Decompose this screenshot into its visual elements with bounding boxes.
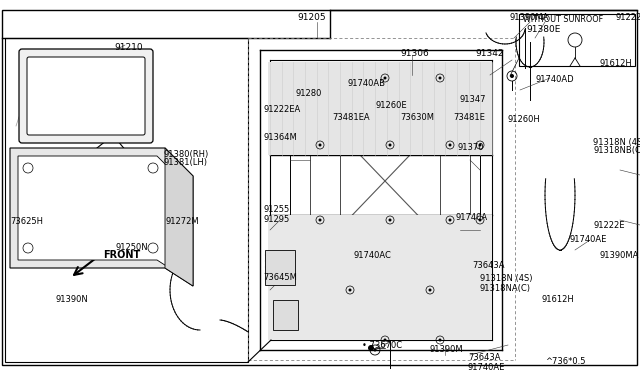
- Text: 91295: 91295: [263, 215, 289, 224]
- Circle shape: [429, 289, 431, 292]
- Text: 91380(RH): 91380(RH): [164, 150, 209, 158]
- Circle shape: [374, 349, 376, 352]
- Text: 91370: 91370: [458, 144, 484, 153]
- Circle shape: [349, 289, 351, 292]
- Circle shape: [479, 218, 481, 221]
- Text: 91222E: 91222E: [615, 13, 640, 22]
- Text: 91390M: 91390M: [430, 346, 463, 355]
- Text: 91740AE: 91740AE: [570, 235, 607, 244]
- Text: 91318N (4S): 91318N (4S): [480, 273, 532, 282]
- Text: 91740AC: 91740AC: [353, 250, 391, 260]
- Polygon shape: [165, 148, 193, 286]
- Text: FRONT: FRONT: [103, 250, 140, 260]
- Text: 91210: 91210: [114, 44, 143, 52]
- Text: 73630M: 73630M: [400, 113, 434, 122]
- Circle shape: [388, 144, 392, 147]
- Text: 91381(LH): 91381(LH): [164, 158, 208, 167]
- Text: 91222E: 91222E: [593, 221, 625, 230]
- FancyBboxPatch shape: [19, 49, 153, 143]
- Text: 73643A: 73643A: [468, 353, 500, 362]
- Polygon shape: [268, 215, 492, 340]
- Text: 91318N (4S): 91318N (4S): [593, 138, 640, 147]
- Text: 73481E: 73481E: [453, 113, 485, 122]
- Text: 91390N: 91390N: [55, 295, 88, 305]
- Circle shape: [449, 218, 451, 221]
- Circle shape: [383, 77, 387, 80]
- Circle shape: [388, 218, 392, 221]
- Text: 91390MA: 91390MA: [510, 13, 549, 22]
- Text: 91347: 91347: [460, 96, 486, 105]
- Bar: [265, 250, 295, 285]
- Text: 91380E: 91380E: [527, 26, 561, 35]
- Circle shape: [368, 345, 374, 351]
- Circle shape: [449, 144, 451, 147]
- Text: 91612H: 91612H: [600, 60, 633, 68]
- Text: 91390MA: 91390MA: [600, 250, 639, 260]
- Text: ^736*0.5: ^736*0.5: [545, 357, 586, 366]
- Text: 73481EA: 73481EA: [332, 113, 370, 122]
- Text: 91740AD: 91740AD: [535, 76, 573, 84]
- Text: 73625H: 73625H: [10, 218, 43, 227]
- Text: 91306: 91306: [400, 49, 429, 58]
- Bar: [5, 38, 248, 362]
- Text: 91260H: 91260H: [508, 115, 541, 125]
- Text: 91250N: 91250N: [115, 243, 148, 251]
- Circle shape: [438, 77, 442, 80]
- FancyBboxPatch shape: [27, 57, 145, 135]
- Circle shape: [479, 144, 481, 147]
- Polygon shape: [268, 62, 492, 155]
- Polygon shape: [18, 156, 185, 278]
- Text: • 73670C: • 73670C: [362, 340, 402, 350]
- Text: WITHOUT SUNROOF: WITHOUT SUNROOF: [523, 16, 603, 25]
- Polygon shape: [10, 148, 193, 286]
- Text: 91740A: 91740A: [455, 214, 487, 222]
- Bar: [273, 300, 298, 330]
- Circle shape: [383, 339, 387, 341]
- Text: 91318NB(C): 91318NB(C): [593, 147, 640, 155]
- Text: 91280: 91280: [295, 89, 321, 97]
- Circle shape: [319, 144, 321, 147]
- Text: 91260E: 91260E: [375, 100, 406, 109]
- Circle shape: [319, 218, 321, 221]
- Text: 91612H: 91612H: [542, 295, 575, 305]
- Text: 73643A: 73643A: [472, 260, 504, 269]
- Text: 91740AE: 91740AE: [468, 363, 506, 372]
- Text: 91318NA(C): 91318NA(C): [480, 283, 531, 292]
- Text: 73645M: 73645M: [263, 273, 297, 282]
- Text: 91342: 91342: [475, 49, 504, 58]
- Circle shape: [510, 74, 514, 78]
- Text: 91255: 91255: [263, 205, 289, 215]
- Text: 91272M: 91272M: [165, 218, 198, 227]
- Circle shape: [438, 339, 442, 341]
- Text: 91205: 91205: [298, 13, 326, 22]
- Bar: [519, 14, 635, 66]
- Text: 91740AB: 91740AB: [348, 80, 386, 89]
- Text: 91222EA: 91222EA: [263, 106, 300, 115]
- Text: 91364M: 91364M: [263, 134, 297, 142]
